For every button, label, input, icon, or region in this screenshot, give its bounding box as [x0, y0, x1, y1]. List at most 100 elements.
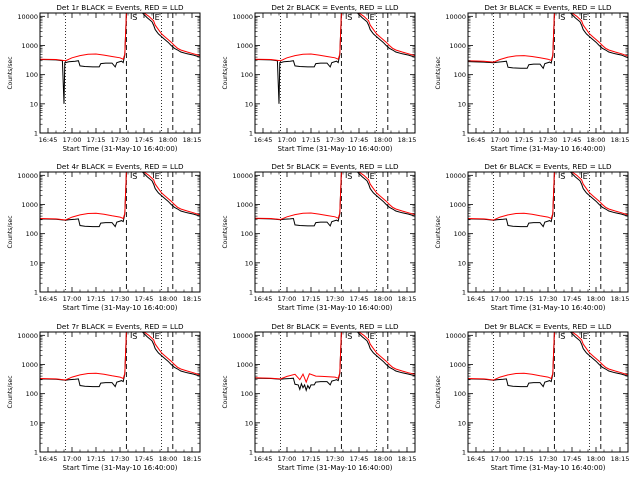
x-tick-label: 17:00: [491, 295, 510, 303]
plot-frame: [254, 12, 416, 134]
x-tick-label: 18:00: [587, 295, 606, 303]
y-axis-label: Counts/sec: [7, 56, 14, 89]
x-tick-label: 16:45: [39, 455, 58, 463]
y-tick-label: 100: [26, 71, 38, 79]
y-tick-label: 10000: [232, 332, 253, 340]
series-lld: [40, 13, 200, 62]
x-tick-label: 17:15: [515, 295, 534, 303]
marker-label-s: S: [560, 172, 565, 181]
x-tick-label: 18:00: [159, 136, 178, 144]
marker-label-s: S: [132, 172, 137, 181]
x-tick-label: 17:30: [111, 136, 130, 144]
x-axis-label: Start Time (31-May-10 16:40:00): [277, 145, 392, 153]
marker-label-e: E: [370, 13, 375, 22]
y-tick-label: 1: [462, 289, 466, 297]
x-tick-label: 17:15: [87, 136, 106, 144]
x-tick-label: 16:45: [254, 295, 273, 303]
detector-panel-8: Det 8r BLACK = Events, RED = LLD Counts/s…: [222, 322, 416, 472]
plot-frame: [254, 331, 416, 453]
x-tick-label: 17:45: [563, 136, 582, 144]
x-tick-label: 17:45: [350, 295, 369, 303]
plot-frame: [467, 171, 629, 293]
plot-frame: [39, 171, 201, 293]
x-tick-label: 17:30: [111, 455, 130, 463]
y-tick-label: 1000: [236, 42, 253, 50]
x-axis-label: Start Time (31-May-10 16:40:00): [62, 304, 177, 312]
x-tick-label: 17:45: [563, 455, 582, 463]
x-tick-label: 18:15: [183, 136, 202, 144]
series-events: [40, 332, 200, 388]
series-events: [255, 172, 415, 227]
plot-frame: [467, 12, 629, 134]
y-tick-label: 10: [30, 100, 38, 108]
y-tick-label: 10: [245, 419, 253, 427]
y-tick-label: 1000: [236, 201, 253, 209]
x-tick-label: 18:00: [374, 295, 393, 303]
x-tick-label: 17:15: [302, 136, 321, 144]
y-axis-label: Counts/sec: [222, 215, 229, 248]
x-tick-label: 17:15: [515, 455, 534, 463]
panel-title: Det 1r BLACK = Events, RED = LLD: [56, 3, 184, 12]
y-axis-label: Counts/sec: [7, 215, 14, 248]
detector-panel-9: Det 9r BLACK = Events, RED = LLD Counts/s…: [435, 322, 629, 472]
y-tick-label: 10: [30, 419, 38, 427]
x-tick-label: 18:00: [587, 455, 606, 463]
marker-label-s: S: [560, 332, 565, 341]
x-axis-label: Start Time (31-May-10 16:40:00): [490, 304, 605, 312]
x-tick-label: 17:30: [111, 295, 130, 303]
marker-label-e: E: [155, 332, 160, 341]
y-tick-label: 100: [26, 390, 38, 398]
x-tick-label: 17:15: [302, 295, 321, 303]
y-tick-label: 10000: [17, 172, 38, 180]
detector-panel-3: Det 3r BLACK = Events, RED = LLD Counts/s…: [435, 3, 629, 153]
x-axis-label: Start Time (31-May-10 16:40:00): [62, 145, 177, 153]
x-tick-label: 17:45: [135, 295, 154, 303]
marker-label-s: S: [560, 13, 565, 22]
x-tick-label: 16:45: [254, 136, 273, 144]
y-axis-label: Counts/sec: [435, 215, 442, 248]
y-tick-label: 100: [454, 71, 466, 79]
series-events: [468, 13, 628, 70]
x-tick-label: 17:15: [87, 295, 106, 303]
x-tick-label: 17:30: [539, 455, 558, 463]
x-axis-label: Start Time (31-May-10 16:40:00): [277, 464, 392, 472]
detector-panel-1: Det 1r BLACK = Events, RED = LLD Counts/s…: [7, 3, 201, 153]
marker-label-e: E: [370, 332, 375, 341]
series-lld: [40, 332, 200, 381]
x-tick-label: 17:30: [326, 455, 345, 463]
y-tick-label: 1000: [449, 201, 466, 209]
detector-panel-7: Det 7r BLACK = Events, RED = LLD Counts/s…: [7, 322, 201, 472]
panel-title: Det 7r BLACK = Events, RED = LLD: [56, 322, 184, 331]
x-tick-label: 18:15: [398, 455, 417, 463]
x-tick-label: 18:15: [611, 455, 630, 463]
marker-label-e: E: [155, 172, 160, 181]
y-tick-label: 10000: [17, 332, 38, 340]
x-tick-label: 18:00: [374, 136, 393, 144]
x-tick-label: 16:45: [467, 136, 486, 144]
panel-title: Det 8r BLACK = Events, RED = LLD: [271, 322, 399, 331]
y-tick-label: 1: [462, 449, 466, 457]
marker-label-e: E: [583, 172, 588, 181]
y-tick-label: 100: [241, 71, 253, 79]
y-tick-label: 1000: [21, 42, 38, 50]
x-tick-label: 18:15: [398, 136, 417, 144]
y-tick-label: 10: [245, 100, 253, 108]
x-axis-label: Start Time (31-May-10 16:40:00): [277, 304, 392, 312]
x-tick-label: 18:15: [398, 295, 417, 303]
y-tick-label: 1: [34, 130, 38, 138]
series-events: [468, 332, 628, 388]
detector-panel-6: Det 6r BLACK = Events, RED = LLD Counts/s…: [435, 162, 629, 312]
series-events: [255, 13, 415, 104]
y-axis-label: Counts/sec: [435, 375, 442, 408]
y-tick-label: 1000: [236, 361, 253, 369]
x-tick-label: 17:45: [135, 136, 154, 144]
marker-label-e: E: [370, 172, 375, 181]
detector-panel-5: Det 5r BLACK = Events, RED = LLD Counts/s…: [222, 162, 416, 312]
y-tick-label: 1: [249, 449, 253, 457]
x-tick-label: 18:15: [611, 295, 630, 303]
series-lld: [468, 172, 628, 221]
x-tick-label: 17:00: [278, 295, 297, 303]
marker-label-e: E: [583, 13, 588, 22]
plot-frame: [39, 12, 201, 134]
y-tick-label: 1000: [449, 361, 466, 369]
